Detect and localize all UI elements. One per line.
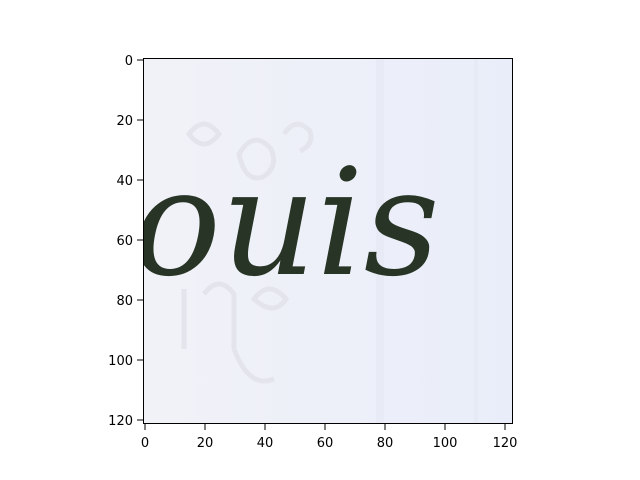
ink-word: ouis <box>144 137 440 309</box>
paper-crease-right <box>474 59 478 423</box>
y-tick-label: 40 <box>116 174 133 189</box>
paper-crease <box>376 59 384 423</box>
x-tick-label: 80 <box>377 436 394 451</box>
y-tick-label: 100 <box>108 354 133 369</box>
x-tick-label: 60 <box>317 436 334 451</box>
y-tick-label: 0 <box>125 54 133 69</box>
x-tick-label: 40 <box>257 436 274 451</box>
image-canvas: ouis <box>144 59 512 423</box>
y-tick-label: 60 <box>116 234 133 249</box>
x-tick-label: 20 <box>197 436 214 451</box>
paper-background <box>144 59 512 423</box>
x-tick-label: 100 <box>433 436 458 451</box>
y-tick-label: 120 <box>108 414 133 429</box>
y-tick-label: 80 <box>116 294 133 309</box>
image-axes-frame: ouis <box>143 58 513 424</box>
x-axis: 0 20 40 60 80 100 120 <box>141 424 518 451</box>
showthrough-glyphs <box>181 121 314 384</box>
x-tick-label: 120 <box>493 436 518 451</box>
x-tick-label: 0 <box>141 436 149 451</box>
y-tick-label: 20 <box>116 114 133 129</box>
y-axis: 0 20 40 60 80 100 120 <box>108 54 143 429</box>
